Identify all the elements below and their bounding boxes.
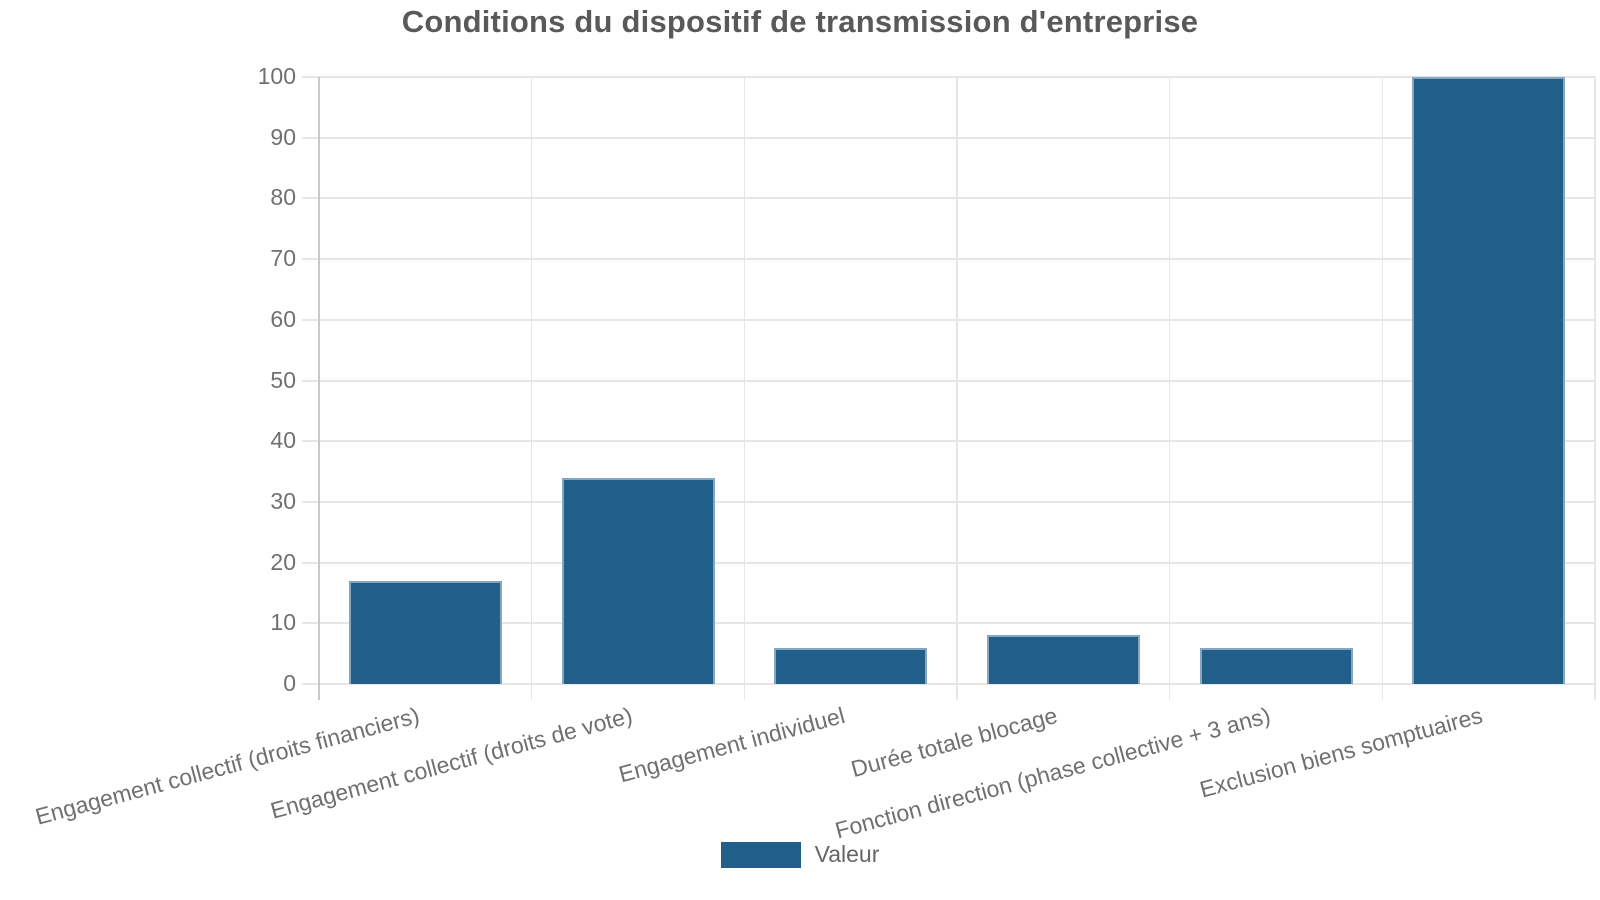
chart-title: Conditions du dispositif de transmission…	[401, 4, 1199, 39]
bar[interactable]	[348, 580, 502, 684]
y-gridline	[302, 561, 1595, 564]
x-gridline	[743, 77, 746, 700]
y-axis-tick-label: 30	[270, 487, 296, 514]
y-gridline	[302, 318, 1595, 321]
y-axis-tick-label: 10	[270, 609, 296, 636]
x-axis-category-label: Engagement collectif (droits financiers)	[32, 702, 423, 830]
y-gridline	[302, 440, 1595, 443]
y-axis-tick-label: 20	[270, 548, 296, 575]
legend-label[interactable]: Valeur	[814, 841, 880, 867]
bar[interactable]	[986, 635, 1140, 684]
y-axis-line	[318, 77, 320, 700]
y-gridline	[302, 258, 1595, 261]
y-axis-tick-label: 70	[270, 245, 296, 272]
y-axis-tick-label: 40	[270, 427, 296, 454]
x-gridline	[530, 77, 533, 700]
legend: Valeur	[0, 841, 1600, 868]
y-gridline	[302, 136, 1595, 139]
y-axis-tick-label: 50	[270, 366, 296, 393]
x-gridline	[1381, 77, 1384, 700]
y-gridline	[302, 683, 1595, 685]
y-axis-tick-label: 90	[270, 123, 296, 150]
bar[interactable]	[561, 477, 715, 684]
y-axis-tick-label: 80	[270, 184, 296, 211]
x-gridline	[1168, 77, 1171, 700]
bar[interactable]	[774, 647, 928, 684]
y-gridline	[302, 379, 1595, 382]
y-gridline	[302, 76, 1595, 78]
y-axis-tick-label: 60	[270, 305, 296, 332]
y-axis-tick-label: 0	[283, 670, 296, 696]
y-axis-tick-label: 100	[257, 63, 296, 89]
y-gridline	[302, 622, 1595, 625]
x-axis-category-label: Engagement collectif (droits de vote)	[267, 702, 635, 824]
bar[interactable]	[1412, 77, 1566, 684]
legend-swatch[interactable]	[720, 841, 801, 868]
y-gridline	[302, 197, 1595, 200]
x-axis-category-label: Engagement individuel	[615, 702, 848, 788]
x-gridline	[956, 77, 958, 700]
y-gridline	[302, 500, 1595, 503]
x-gridline	[1594, 77, 1596, 700]
bar[interactable]	[1199, 647, 1353, 684]
